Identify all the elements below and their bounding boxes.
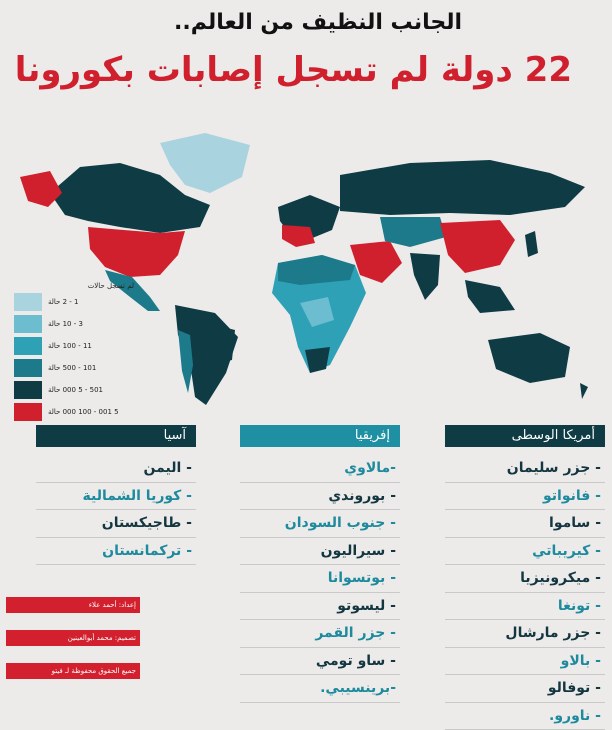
list-item: - سيراليون (240, 538, 400, 566)
list-item: - ليسوتو (240, 593, 400, 621)
list-item: -مالاوي (240, 455, 400, 483)
legend-item: 101 - 500 حالة (14, 358, 174, 378)
list-item: - بالاو (445, 648, 605, 676)
legend-item: 5 001 - 100 000 حالة (14, 402, 174, 422)
list-item: - تركمانستان (36, 538, 196, 566)
legend-label: 5 001 - 100 000 حالة (48, 408, 119, 416)
africa-column: إفريقيا -مالاوي - بوروندي - جنوب السودان… (240, 425, 400, 703)
legend-item: 501 - 5 000 حالة (14, 380, 174, 400)
headline-top: الجانب النظيف من العالم.. (174, 10, 462, 35)
australia-shape (488, 333, 570, 383)
legend-swatch (14, 337, 42, 355)
list-item: - طاجيكستان (36, 510, 196, 538)
central-america-column: أمريكا الوسطى - جزر سليمان - فانواتو - س… (445, 425, 605, 730)
list-item: - بوروندي (240, 483, 400, 511)
list-item: - جزر القمر (240, 620, 400, 648)
list-item: - ميكرونيزيا (445, 565, 605, 593)
list-item: - ناورو. (445, 703, 605, 730)
japan-shape (525, 231, 538, 257)
list-item: - توفالو (445, 675, 605, 703)
list-item: - كيريباتي (445, 538, 605, 566)
list-item: - جزر مارشال (445, 620, 605, 648)
list-item: - كوريا الشمالية (36, 483, 196, 511)
africa-header: إفريقيا (240, 425, 400, 447)
legend-swatch (14, 359, 42, 377)
usa-shape (88, 227, 185, 277)
asia-list: - اليمن - كوريا الشمالية - طاجيكستان - ت… (36, 455, 196, 565)
list-item: - ساموا (445, 510, 605, 538)
map-legend: لم تسجل حالات 1 - 2 حالة 3 - 10 حالة 11 … (14, 282, 174, 422)
legend-label: 11 - 100 حالة (48, 342, 92, 350)
legend-title: لم تسجل حالات (14, 282, 134, 290)
credit-design: تصميم: محمد أبوالعينين (6, 630, 140, 646)
list-item: - ساو تومي (240, 648, 400, 676)
headline-main: 22 دولة لم تسجل إصابات بكورونا (15, 50, 572, 90)
credit-prepared: إعداد: أحمد علاء (6, 597, 140, 613)
legend-swatch (14, 381, 42, 399)
legend-label: 501 - 5 000 حالة (48, 386, 103, 394)
legend-swatch (14, 403, 42, 421)
list-item: - جنوب السودان (240, 510, 400, 538)
central-america-header: أمريكا الوسطى (445, 425, 605, 447)
list-item: - تونغا (445, 593, 605, 621)
legend-swatch (14, 293, 42, 311)
se-asia-shape (465, 280, 515, 313)
credit-rights: جميع الحقوق محفوظة لـ فيتو (6, 663, 140, 679)
russia-shape (340, 160, 585, 215)
list-item: -برينسيبي. (240, 675, 400, 703)
north-africa-shape (278, 255, 355, 285)
greenland-shape (160, 133, 250, 193)
western-europe-shape (282, 225, 315, 247)
list-item: - اليمن (36, 455, 196, 483)
china-shape (440, 220, 515, 273)
legend-item: 1 - 2 حالة (14, 292, 174, 312)
africa-list: -مالاوي - بوروندي - جنوب السودان - سيرال… (240, 455, 400, 703)
list-item: - فانواتو (445, 483, 605, 511)
legend-label: 101 - 500 حالة (48, 364, 96, 372)
legend-swatch (14, 315, 42, 333)
india-shape (410, 253, 440, 300)
list-item: - جزر سليمان (445, 455, 605, 483)
list-item: - بوتسوانا (240, 565, 400, 593)
legend-item: 11 - 100 حالة (14, 336, 174, 356)
asia-header: آسيا (36, 425, 196, 447)
legend-label: 1 - 2 حالة (48, 298, 79, 306)
legend-label: 3 - 10 حالة (48, 320, 83, 328)
new-zealand-shape (580, 383, 588, 399)
asia-column: آسيا - اليمن - كوريا الشمالية - طاجيكستا… (36, 425, 196, 565)
alaska-shape (20, 171, 62, 207)
legend-item: 3 - 10 حالة (14, 314, 174, 334)
central-america-list: - جزر سليمان - فانواتو - ساموا - كيريبات… (445, 455, 605, 730)
